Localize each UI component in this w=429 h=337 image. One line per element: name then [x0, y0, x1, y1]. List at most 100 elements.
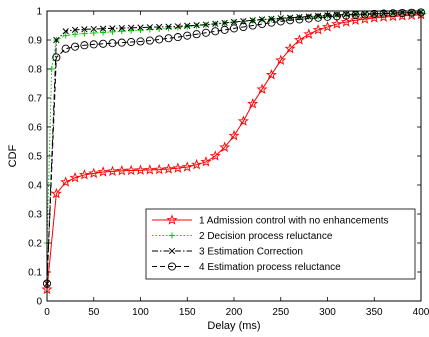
series-3-point: [109, 25, 116, 32]
series-1-point: [106, 165, 118, 177]
series-1-point: [172, 162, 184, 173]
series-4-point: [220, 25, 229, 34]
series-4-point: [248, 21, 257, 30]
series-3-point: [221, 19, 228, 27]
y-tick-label: 0.4: [28, 181, 42, 192]
series-1-point: [125, 164, 137, 176]
x-tick-label: 400: [413, 307, 429, 318]
series-layer: [41, 8, 427, 295]
series-1-point: [237, 115, 249, 126]
series-4-point: [173, 33, 182, 42]
series-1-point: [219, 141, 231, 152]
x-tick-label: 300: [319, 307, 336, 318]
x-tick-label: 200: [226, 307, 243, 318]
series-1-point: [256, 83, 268, 94]
series-2-point: [184, 23, 191, 30]
series-3-point: [127, 24, 135, 31]
y-tick-label: 0.2: [28, 239, 42, 250]
series-4-point: [155, 35, 164, 44]
y-tick-label: 0.9: [28, 36, 42, 47]
series-1-point: [321, 21, 334, 32]
series-1-point: [284, 42, 296, 54]
series-4-point: [127, 37, 136, 47]
series-2-point: [128, 27, 135, 34]
series-3-point: [156, 23, 163, 31]
series-3-line: [46, 11, 422, 284]
series-4-point: [314, 13, 323, 22]
series-4-point: [52, 53, 61, 62]
series-2-point: [169, 232, 175, 239]
x-tick-label: 50: [88, 307, 100, 318]
series-1-point: [209, 150, 221, 161]
series-4-point: [276, 17, 285, 26]
y-tick-label: 0.6: [28, 123, 42, 134]
series-1-point: [331, 18, 343, 29]
series-1-point: [350, 14, 362, 25]
series-3-point: [146, 24, 154, 31]
series-1-point: [163, 163, 175, 174]
series-1-point: [340, 16, 352, 27]
x-tick-label: 350: [366, 307, 383, 318]
series-1-point: [78, 169, 90, 180]
series-2-point: [72, 31, 79, 38]
series-1-point: [275, 54, 287, 65]
series-1-point: [247, 98, 259, 109]
series-4: [42, 8, 426, 288]
series-4-point: [183, 31, 192, 40]
series-1-point: [312, 24, 324, 35]
series-3-point: [230, 18, 238, 26]
legend-label-1: 1 Admission control with no enhancements: [199, 216, 389, 227]
series-3-point: [165, 23, 172, 30]
series-1-point: [97, 166, 109, 177]
series-1-point: [181, 161, 193, 172]
series-4-point: [99, 39, 108, 48]
series-1-point: [303, 28, 315, 39]
series-1-point: [116, 165, 128, 176]
series-1-point: [144, 164, 156, 175]
series-4-point: [192, 30, 201, 39]
series-4-point: [398, 8, 407, 18]
series-4-line: [46, 11, 422, 284]
series-4-point: [267, 18, 276, 27]
y-tick-label: 0.1: [28, 268, 42, 279]
series-1-point: [293, 34, 305, 45]
legend-label-3: 3 Estimation Correction: [199, 247, 303, 258]
series-4-point: [145, 36, 154, 45]
series-1-point: [60, 176, 72, 187]
series-3-point: [174, 23, 182, 30]
series-3-point: [240, 17, 247, 25]
series-1-point: [50, 187, 62, 199]
series-3-point: [62, 28, 69, 35]
series-4-point: [257, 19, 267, 29]
series-4-point: [80, 41, 89, 50]
y-tick-label: 0.8: [28, 65, 42, 76]
legend-label-2: 2 Decision process reluctance: [199, 231, 333, 242]
series-3-point: [193, 22, 200, 29]
series-3-point: [81, 26, 88, 33]
y-tick-label: 0: [36, 297, 42, 308]
series-2-point: [118, 28, 125, 35]
y-tick-label: 0.5: [28, 152, 42, 163]
y-tick-label: 1: [36, 7, 42, 18]
series-4-point: [229, 24, 239, 33]
y-axis-label: CDF: [7, 144, 19, 167]
series-4-point: [136, 37, 145, 46]
x-tick-label: 150: [179, 307, 196, 318]
series-4-point: [304, 14, 313, 23]
series-4-point: [61, 44, 70, 53]
series-2-point: [62, 32, 69, 39]
series-1-point: [200, 156, 212, 167]
series-2-point: [100, 29, 107, 36]
series-4-point: [108, 39, 117, 48]
series-1-point: [166, 214, 178, 225]
series-3-point: [90, 25, 97, 33]
series-3-point: [137, 24, 144, 31]
series-4-point: [71, 42, 80, 51]
series-3-point: [168, 247, 176, 255]
series-3-point: [212, 20, 219, 27]
x-tick-label: 0: [44, 307, 50, 318]
series-4-point: [342, 11, 351, 20]
series-1-point: [69, 171, 81, 183]
series-3-point: [71, 26, 79, 34]
